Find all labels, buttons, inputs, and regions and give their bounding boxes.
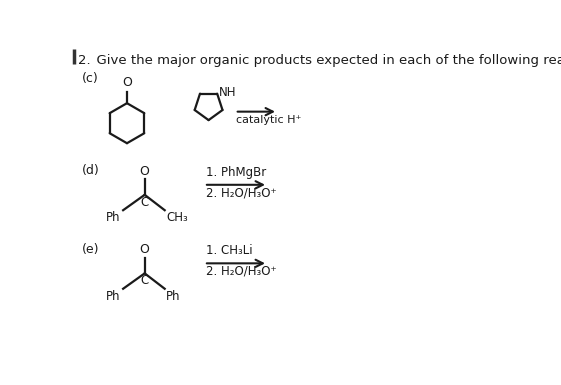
Text: catalytic H⁺: catalytic H⁺ xyxy=(236,115,302,125)
Text: O: O xyxy=(122,76,132,89)
Text: CH₃: CH₃ xyxy=(166,211,188,224)
Text: Ph: Ph xyxy=(106,211,121,224)
Text: 1. CH₃Li: 1. CH₃Li xyxy=(205,244,252,257)
Text: Give the major organic products expected in each of the following reactions.: Give the major organic products expected… xyxy=(89,54,561,67)
Text: NH: NH xyxy=(219,86,236,99)
Text: 2. H₂O/H₃O⁺: 2. H₂O/H₃O⁺ xyxy=(205,265,276,278)
Text: O: O xyxy=(140,243,150,256)
Text: 2.: 2. xyxy=(77,54,90,67)
Text: C: C xyxy=(141,196,149,209)
Text: C: C xyxy=(141,274,149,287)
Text: (d): (d) xyxy=(81,164,99,177)
Text: (c): (c) xyxy=(81,72,98,85)
Text: 1. PhMgBr: 1. PhMgBr xyxy=(205,166,266,179)
Text: (e): (e) xyxy=(81,243,99,256)
Text: Ph: Ph xyxy=(166,290,181,303)
Text: Ph: Ph xyxy=(106,290,121,303)
Text: O: O xyxy=(140,165,150,178)
Text: 2. H₂O/H₃O⁺: 2. H₂O/H₃O⁺ xyxy=(205,186,276,199)
